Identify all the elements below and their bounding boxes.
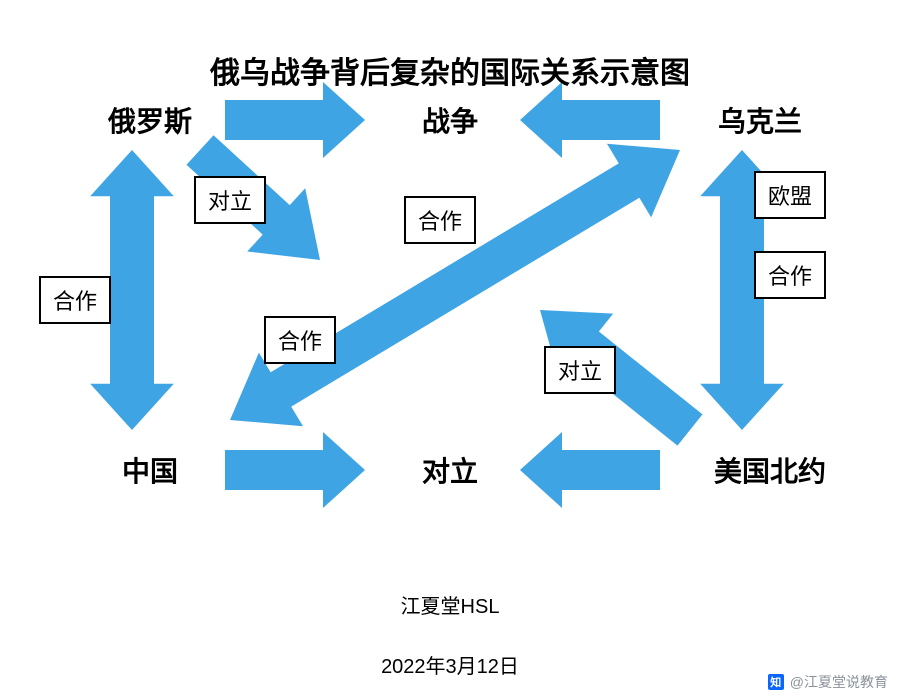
label-coop-left: 合作: [39, 276, 111, 324]
watermark: 知 @江夏堂说教育: [768, 672, 888, 692]
arrow-russia-to-war: [225, 82, 365, 158]
node-usnato: 美国北约: [714, 450, 826, 490]
footer-date: 2022年3月12日: [381, 650, 519, 679]
footer-author: 江夏堂HSL: [401, 590, 500, 619]
node-ukraine: 乌克兰: [718, 100, 802, 140]
label-coop-mid2: 合作: [264, 316, 336, 364]
label-oppose-tl: 对立: [194, 176, 266, 224]
diagram-title: 俄乌战争背后复杂的国际关系示意图: [210, 48, 690, 92]
arrow-china-to-oppose: [225, 432, 365, 508]
label-coop-mid1: 合作: [404, 196, 476, 244]
zhihu-icon: 知: [768, 674, 784, 690]
node-war: 战争: [422, 100, 478, 140]
arrow-ukraine-to-war: [520, 82, 660, 158]
label-oppose-br: 对立: [544, 346, 616, 394]
arrow-usnato-to-oppose: [520, 432, 660, 508]
node-oppose: 对立: [422, 450, 478, 490]
label-coop-right: 合作: [754, 251, 826, 299]
node-china: 中国: [122, 450, 178, 490]
label-eu: 欧盟: [754, 171, 826, 219]
watermark-text: @江夏堂说教育: [790, 672, 888, 692]
node-russia: 俄罗斯: [108, 100, 192, 140]
